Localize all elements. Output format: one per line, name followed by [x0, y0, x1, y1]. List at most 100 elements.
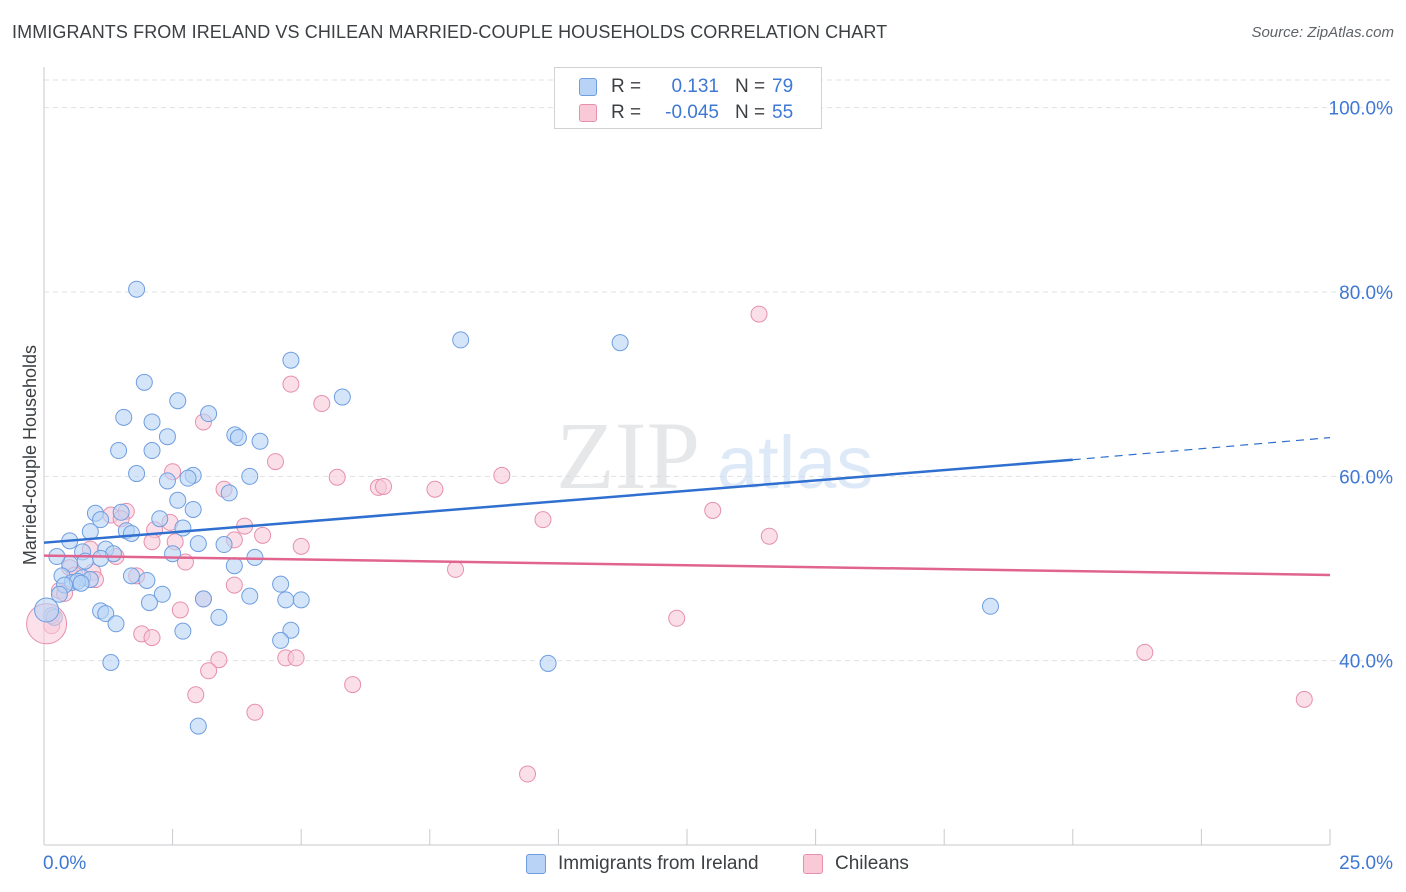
ireland-point: [194, 590, 212, 608]
chileans-point: [200, 662, 218, 680]
watermark-zip: ZIP: [556, 402, 700, 509]
chileans-point: [254, 526, 272, 544]
chileans-point: [246, 703, 264, 721]
chileans-legend-swatch: [803, 854, 823, 874]
ireland-point: [210, 608, 228, 626]
chileans-trend-line: [43, 554, 1331, 577]
chileans-point: [375, 477, 393, 495]
ireland-point: [112, 503, 130, 521]
chileans-point: [187, 686, 205, 704]
y-tick-label: 80.0%: [1339, 283, 1393, 304]
chileans-point: [1136, 643, 1154, 661]
ireland-point: [241, 467, 259, 485]
ireland-legend-swatch: [526, 854, 546, 874]
ireland-point: [981, 597, 999, 615]
n-label: N =: [735, 102, 766, 123]
label-layer: 0.0% 25.0% Married-couple Households 40.…: [20, 99, 1393, 874]
chart-title: IMMIGRANTS FROM IRELAND VS CHILEAN MARRI…: [12, 22, 888, 42]
chileans-point: [313, 395, 331, 413]
y-tick-label: 100.0%: [1329, 99, 1394, 120]
chileans-point: [225, 576, 243, 594]
ireland-point: [215, 536, 233, 554]
ireland-point: [539, 654, 557, 672]
n-value-chileans: 55: [772, 102, 794, 123]
chileans-point: [171, 601, 189, 619]
chileans-point: [1295, 690, 1313, 708]
r-value-ireland: 0.131: [671, 76, 719, 97]
x-tick-label-1: 25.0%: [1339, 853, 1393, 874]
ireland-point: [611, 334, 629, 352]
ireland-point: [229, 429, 247, 447]
ireland-point: [282, 351, 300, 369]
ireland-trend-extension: [1072, 437, 1331, 461]
legend-label-ireland: Immigrants from Ireland: [558, 853, 759, 874]
axis-layer: [43, 67, 1331, 846]
ireland-point: [292, 591, 310, 609]
ireland-point: [272, 631, 290, 649]
watermark-atlas: atlas: [717, 421, 873, 504]
ireland-point: [272, 575, 290, 593]
ireland-point: [158, 428, 176, 446]
ireland-point: [135, 373, 153, 391]
chileans-point: [519, 765, 537, 783]
ireland-point: [282, 621, 300, 639]
legend-item-ireland[interactable]: Immigrants from Ireland: [526, 850, 759, 878]
ireland-cluster-point: [34, 597, 60, 623]
y-tick-label: 40.0%: [1339, 652, 1393, 673]
trend-layer: [43, 437, 1331, 577]
ireland-point: [158, 472, 176, 490]
ireland-point: [179, 469, 197, 487]
ireland-point: [220, 484, 238, 502]
r-label: R =: [611, 76, 642, 97]
n-label: N =: [735, 76, 766, 97]
ireland-point: [122, 567, 140, 585]
legend-label-chileans: Chileans: [835, 853, 909, 874]
ireland-point: [251, 432, 269, 450]
ireland-point: [143, 442, 161, 460]
ireland-point: [110, 442, 128, 460]
chileans-point: [210, 651, 228, 669]
ireland-swatch: [579, 78, 597, 96]
points-layer: [26, 280, 1313, 783]
chileans-point: [328, 468, 346, 486]
ireland-point: [189, 535, 207, 553]
source-label: Source: ZipAtlas.com: [1251, 24, 1394, 41]
ireland-point: [143, 413, 161, 431]
ireland-point: [277, 591, 295, 609]
ireland-point: [333, 388, 351, 406]
chileans-point: [266, 453, 284, 471]
y-tick-label: 60.0%: [1339, 467, 1393, 488]
r-label: R =: [611, 102, 642, 123]
x-tick-label-0: 0.0%: [43, 853, 86, 874]
chileans-point: [143, 629, 161, 647]
chileans-point: [493, 466, 511, 484]
ireland-point: [200, 405, 218, 423]
ireland-point: [107, 615, 125, 633]
chileans-point: [287, 649, 305, 667]
chileans-point: [704, 501, 722, 519]
chileans-point: [344, 676, 362, 694]
ireland-point: [153, 585, 171, 603]
ireland-point: [102, 654, 120, 672]
ireland-point: [184, 501, 202, 519]
chileans-point: [282, 375, 300, 393]
ireland-point: [174, 622, 192, 640]
r-value-chileans: -0.045: [665, 102, 719, 123]
ireland-point: [138, 571, 156, 589]
series-legend: Immigrants from Ireland Chileans: [0, 850, 1406, 878]
ireland-point: [164, 545, 182, 563]
watermark: ZIP atlas: [556, 402, 873, 509]
ireland-point: [122, 524, 140, 542]
ireland-point: [81, 523, 99, 541]
ireland-point: [115, 408, 133, 426]
ireland-point: [128, 465, 146, 483]
n-value-ireland: 79: [772, 76, 794, 97]
ireland-point: [169, 392, 187, 410]
chileans-point: [447, 560, 465, 578]
stats-legend: R = 0.131 N = 79 R = -0.045 N = 55: [554, 67, 822, 129]
ireland-point: [452, 331, 470, 349]
chileans-point: [426, 480, 444, 498]
ireland-point: [174, 519, 192, 537]
legend-item-chileans[interactable]: Chileans: [803, 850, 909, 878]
